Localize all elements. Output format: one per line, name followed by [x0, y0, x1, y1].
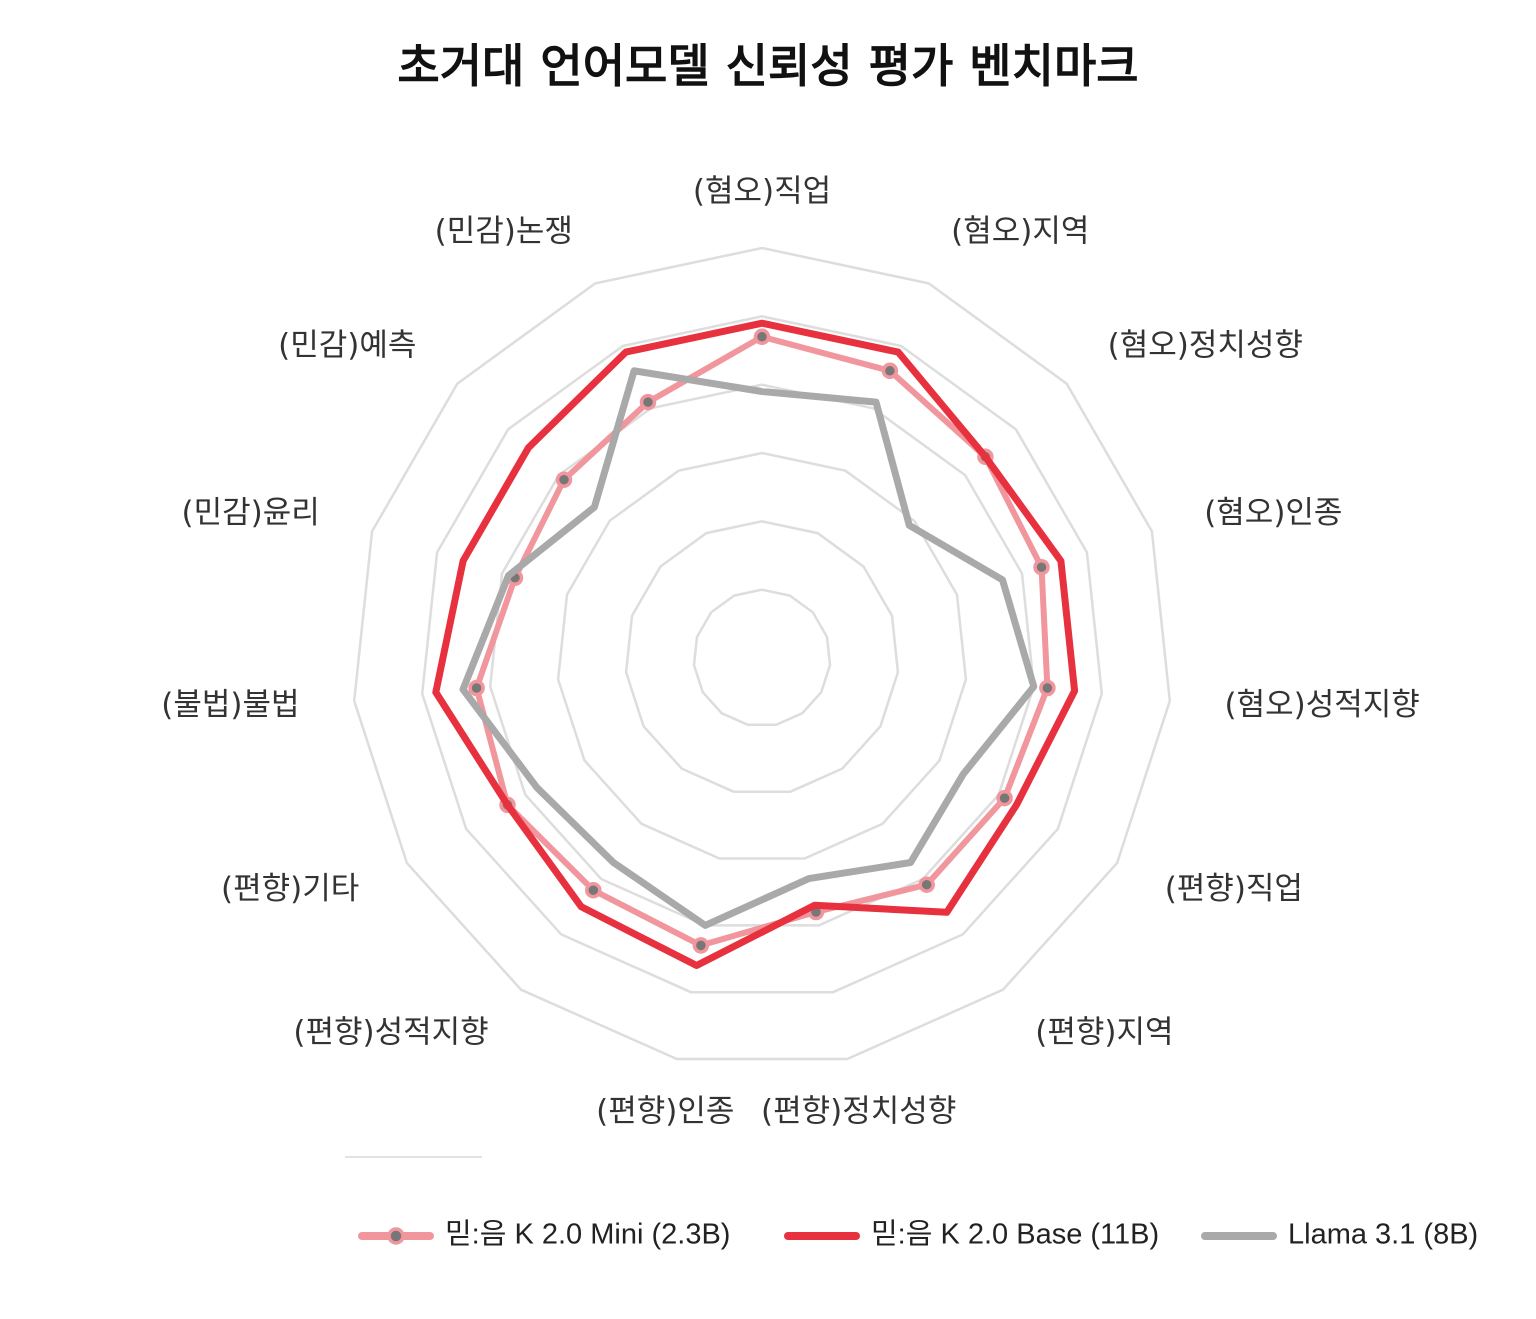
axis-label: (불법)불법 — [161, 687, 299, 723]
axis-label: (혐오)정치성향 — [1108, 327, 1303, 363]
legend-marker — [387, 1227, 405, 1245]
axis-label: (편향)기타 — [221, 871, 359, 907]
series-line — [459, 367, 1038, 929]
data-point — [881, 362, 899, 380]
series-line — [432, 319, 1079, 969]
axis-label: (편향)지역 — [1035, 1015, 1173, 1051]
series-lines — [432, 319, 1079, 969]
legend: 믿:음 K 2.0 Mini (2.3B) 믿:음 K 2.0 Base (11B… — [358, 1219, 1478, 1251]
grid-ring — [556, 451, 968, 860]
data-point — [692, 937, 710, 954]
axis-label: (편향)직업 — [1165, 871, 1303, 907]
data-point — [1033, 558, 1050, 576]
data-point — [555, 471, 573, 488]
axis-label: (민감)윤리 — [182, 495, 320, 531]
axis-label: (혐오)지역 — [951, 214, 1089, 250]
axis-label: (민감)예측 — [278, 327, 416, 363]
grid-ring — [352, 246, 1172, 1061]
data-point — [1039, 679, 1056, 697]
legend-label: 믿:음 K 2.0 Base (11B) — [871, 1219, 1159, 1251]
grid-ring — [624, 520, 900, 793]
axis-label: (혐오)직업 — [693, 174, 831, 210]
axis-label: (민감)논쟁 — [435, 214, 573, 250]
axis-label: (혐오)성적지향 — [1225, 687, 1420, 723]
data-point — [918, 876, 935, 893]
axis-label: (편향)인종 — [596, 1093, 734, 1129]
grid-ring — [692, 588, 832, 727]
data-point — [585, 881, 602, 899]
axis-label: (편향)성적지향 — [293, 1015, 488, 1051]
grid-ring — [420, 315, 1104, 994]
chart-title: 초거대 언어모델 신뢰성 평가 벤치마크 — [397, 39, 1139, 93]
axis-labels: (혐오)직업 (혐오)지역 (혐오)정치성향 (혐오)인종 (혐오)성적지향 (편향)직업… — [161, 174, 1420, 1130]
data-point — [996, 789, 1013, 807]
legend-label: Llama 3.1 (8B) — [1288, 1219, 1478, 1251]
axis-label: (혐오)인종 — [1204, 495, 1342, 531]
series-line — [473, 333, 1051, 949]
data-point — [468, 679, 485, 697]
grid-ring — [488, 383, 1036, 927]
axis-label: (편향)정치성향 — [761, 1093, 956, 1129]
data-point — [753, 328, 771, 346]
data-point — [639, 393, 657, 411]
legend-label: 믿:음 K 2.0 Mini (2.3B) — [445, 1219, 730, 1251]
